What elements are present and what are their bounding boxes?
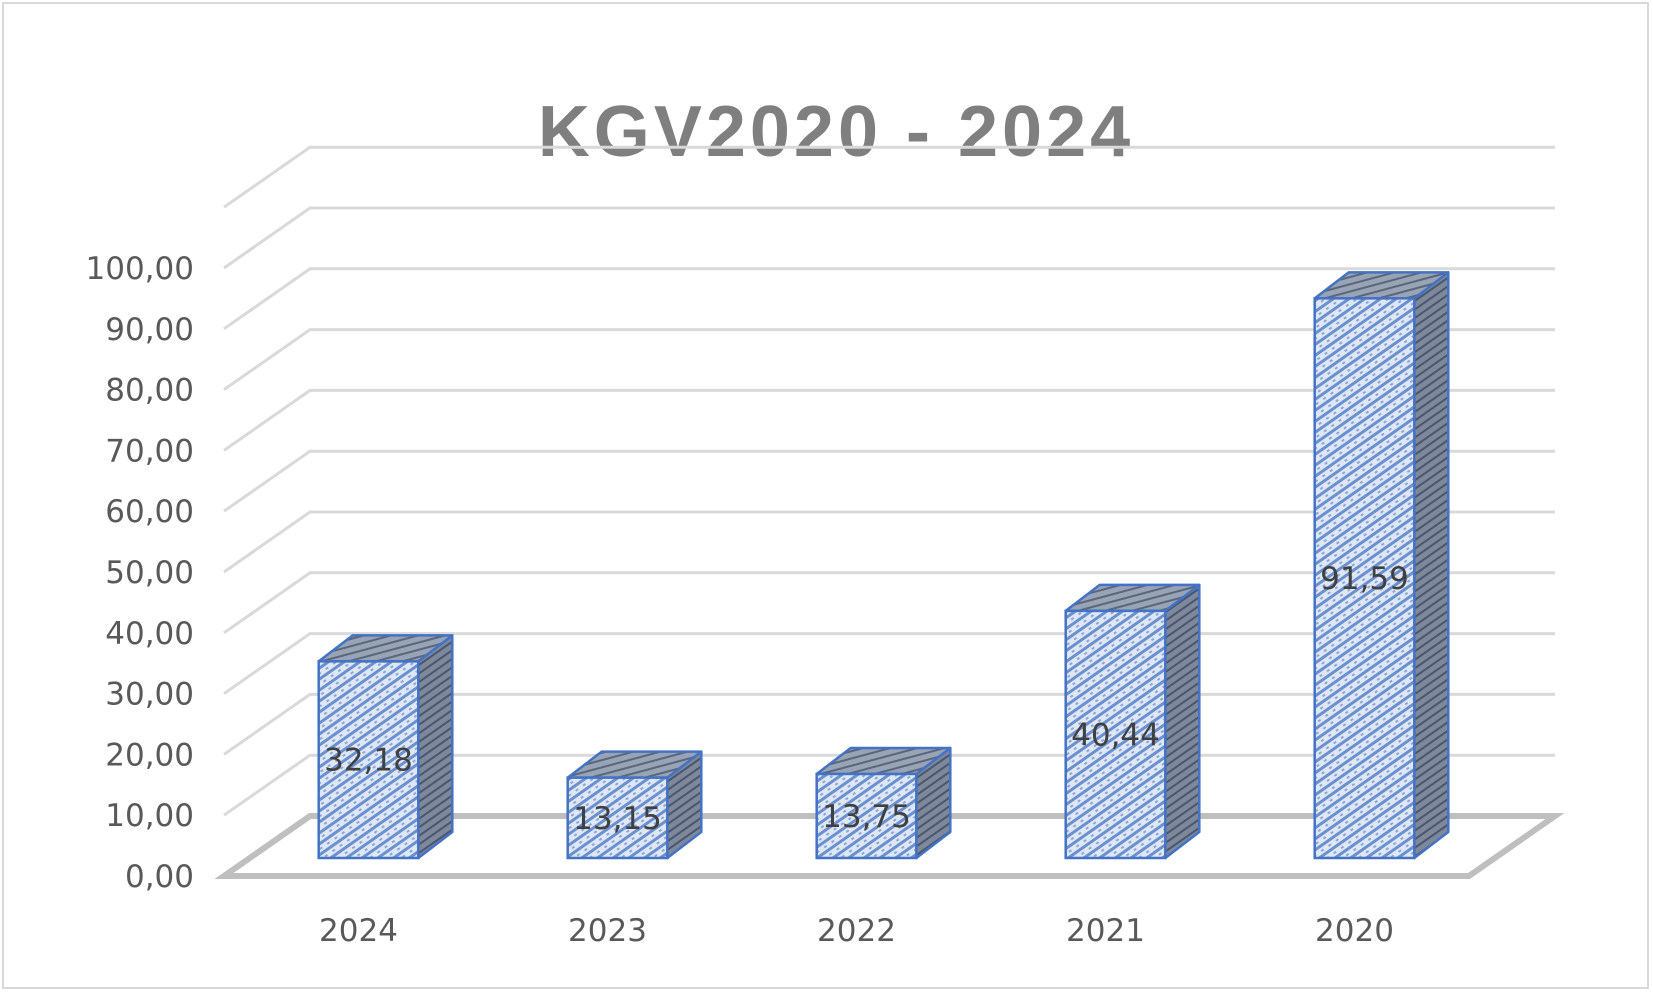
data-label: 40,44 [1071, 717, 1160, 753]
data-label: 13,75 [822, 799, 911, 835]
floor-outline [214, 813, 1565, 879]
y-tick-label: 60,00 [105, 494, 194, 530]
bar [566, 750, 703, 860]
gridline [223, 206, 1555, 270]
gridline [223, 388, 1555, 452]
data-label: 13,15 [573, 801, 662, 837]
y-tick-label: 70,00 [105, 433, 194, 469]
bar-side-face [1413, 271, 1450, 860]
bar [317, 634, 454, 860]
gridline [223, 571, 1555, 635]
y-axis: 0,00 10,00 20,00 30,00 40,00 50,00 60,00 70,00 8… [86, 251, 194, 895]
x-tick-label: 2023 [568, 913, 647, 949]
x-tick-label: 2024 [319, 913, 398, 949]
x-tick-label: 2020 [1315, 913, 1394, 949]
bar-front-face [566, 776, 669, 860]
y-tick-label: 80,00 [105, 373, 194, 409]
x-tick-label: 2022 [817, 913, 896, 949]
data-label: 91,59 [1320, 561, 1409, 597]
gridline [223, 510, 1555, 574]
gridline [223, 145, 1555, 209]
y-tick-label: 20,00 [105, 737, 194, 773]
y-tick-label: 50,00 [105, 555, 194, 591]
x-axis: 2024 2023 2022 2021 2020 [319, 913, 1394, 949]
chart-title: KGV2020 - 2024 [538, 92, 1134, 172]
y-tick-label: 90,00 [105, 312, 194, 348]
bar-side-face [1164, 583, 1201, 860]
data-label: 32,18 [324, 743, 413, 779]
y-tick-label: 30,00 [105, 677, 194, 713]
gridline [223, 328, 1555, 391]
bar-side-face [417, 634, 454, 860]
y-tick-label: 40,00 [105, 616, 194, 652]
x-tick-label: 2021 [1066, 913, 1145, 949]
bar [815, 746, 952, 860]
bar-front-face [1313, 297, 1416, 860]
bar-front-face [815, 772, 918, 860]
y-tick-label: 100,00 [86, 251, 194, 287]
chart-floor [214, 813, 1565, 879]
bar-front-face [317, 660, 420, 860]
y-tick-label: 10,00 [105, 798, 194, 834]
y-tick-label: 0,00 [125, 859, 194, 895]
bar [1064, 583, 1201, 860]
bar [1313, 271, 1450, 860]
gridline [223, 267, 1555, 331]
bars: 32,18 13,15 13,75 40,44 91,59 [317, 271, 1450, 860]
bar-front-face [1064, 609, 1167, 860]
gridline [223, 449, 1555, 513]
